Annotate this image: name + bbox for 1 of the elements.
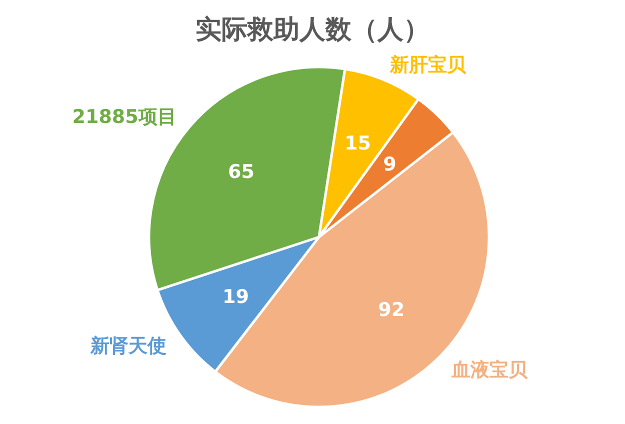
title: 实际救助人数（人） — [196, 15, 430, 45]
